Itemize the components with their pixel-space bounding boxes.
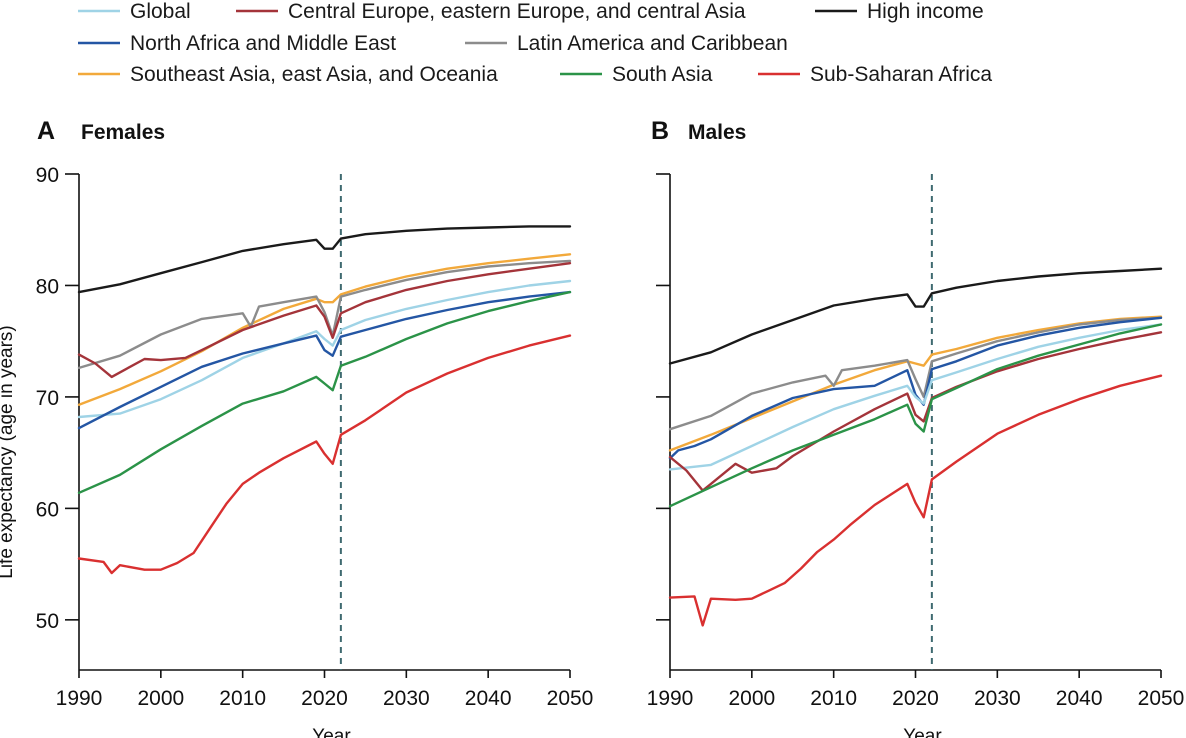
x-tick-label: 1990 [56, 687, 103, 710]
series-line-latam [668, 316, 1163, 431]
series-line-ssa [77, 334, 572, 575]
series-line-global [668, 323, 1163, 471]
series-line-global [77, 279, 572, 419]
x-axis-title: Year [903, 726, 942, 738]
x-tick-label: 2020 [301, 687, 348, 710]
series-line-latam [77, 259, 572, 370]
panel-letter: A [37, 117, 55, 145]
legend-item-global: Global [78, 0, 191, 23]
series-line-ssa [668, 374, 1163, 627]
series-line-nafme [668, 316, 1163, 460]
series-line-sasia [77, 290, 572, 494]
x-tick-label: 2030 [383, 687, 430, 710]
legend-label: Southeast Asia, east Asia, and Oceania [130, 63, 498, 86]
legend: Global Central Europe, eastern Europe, an… [78, 0, 992, 86]
y-tick-label: 90 [36, 164, 59, 187]
y-tick-label: 50 [36, 610, 59, 633]
x-tick-label: 2020 [892, 687, 939, 710]
x-tick-label: 1990 [647, 687, 694, 710]
x-tick-label: 2040 [1056, 687, 1103, 710]
legend-item-seao: Southeast Asia, east Asia, and Oceania [78, 63, 498, 86]
series-line-seao [77, 253, 572, 406]
x-tick-label: 2050 [1138, 687, 1185, 710]
x-tick-label: 2000 [728, 687, 775, 710]
series-line-seao [668, 315, 1163, 452]
legend-label: South Asia [612, 63, 713, 86]
legend-label: High income [867, 0, 984, 23]
panel-title: Males [688, 121, 746, 144]
legend-item-ssa: Sub-Saharan Africa [758, 63, 992, 86]
legend-item-ceeca: Central Europe, eastern Europe, and cent… [236, 0, 746, 23]
x-tick-label: 2010 [810, 687, 857, 710]
panel-letter: B [651, 117, 669, 145]
x-tick-label: 2050 [547, 687, 594, 710]
series-line-nafme [77, 290, 572, 430]
series-line-sasia [668, 323, 1163, 508]
x-tick-label: 2000 [137, 687, 184, 710]
legend-label: Global [130, 0, 191, 23]
panel-females: A Females 50 60 70 80 90 1990 2000 2010 2020 2030 20… [0, 117, 593, 738]
legend-label: Central Europe, eastern Europe, and cent… [288, 0, 746, 23]
legend-label: North Africa and Middle East [130, 32, 396, 55]
legend-item-high: High income [815, 0, 984, 23]
series-line-high [668, 267, 1163, 365]
series-line-ceeca [77, 262, 572, 379]
x-tick-label: 2010 [219, 687, 266, 710]
legend-item-latam: Latin America and Caribbean [465, 32, 788, 55]
legend-label: Sub-Saharan Africa [810, 63, 992, 86]
series-line-ceeca [668, 331, 1163, 492]
legend-label: Latin America and Caribbean [517, 32, 788, 55]
x-axis-title: Year [312, 726, 351, 738]
legend-item-sasia: South Asia [560, 63, 713, 86]
x-tick-label: 2030 [974, 687, 1021, 710]
panel-males: B Males 1990 2000 2010 2020 2030 2040 2050 Year [647, 117, 1185, 738]
series-line-high [77, 225, 572, 294]
x-tick-label: 2040 [465, 687, 512, 710]
panel-title: Females [81, 121, 165, 144]
y-tick-label: 70 [36, 387, 59, 410]
y-tick-label: 60 [36, 498, 59, 521]
legend-item-nafme: North Africa and Middle East [78, 32, 396, 55]
y-tick-label: 80 [36, 275, 59, 298]
y-axis-title: Life expectancy (age in years) [0, 325, 17, 578]
